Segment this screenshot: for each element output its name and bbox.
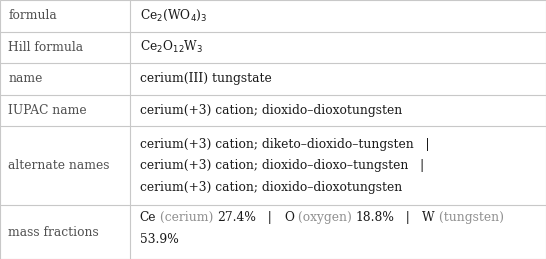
Text: (oxygen): (oxygen) bbox=[294, 211, 355, 224]
Text: (cerium): (cerium) bbox=[156, 211, 217, 224]
Text: Ce$_2$O$_{12}$W$_3$: Ce$_2$O$_{12}$W$_3$ bbox=[140, 39, 203, 55]
Text: Ce: Ce bbox=[140, 211, 156, 224]
Text: W: W bbox=[422, 211, 435, 224]
Text: 18.8%: 18.8% bbox=[355, 211, 394, 224]
Text: mass fractions: mass fractions bbox=[8, 226, 99, 239]
Text: |: | bbox=[257, 211, 284, 224]
Text: |: | bbox=[394, 211, 422, 224]
Text: name: name bbox=[8, 73, 43, 85]
Text: 27.4%: 27.4% bbox=[217, 211, 257, 224]
Text: cerium(+3) cation; dioxido–dioxotungsten: cerium(+3) cation; dioxido–dioxotungsten bbox=[140, 181, 402, 194]
Text: cerium(+3) cation; dioxido–dioxotungsten: cerium(+3) cation; dioxido–dioxotungsten bbox=[140, 104, 402, 117]
Text: Hill formula: Hill formula bbox=[8, 41, 84, 54]
Text: O: O bbox=[284, 211, 294, 224]
Text: IUPAC name: IUPAC name bbox=[8, 104, 87, 117]
Text: alternate names: alternate names bbox=[8, 159, 110, 172]
Text: cerium(+3) cation; dioxido–dioxo–tungsten   |: cerium(+3) cation; dioxido–dioxo–tungste… bbox=[140, 159, 424, 172]
Text: 53.9%: 53.9% bbox=[140, 233, 179, 246]
Text: cerium(+3) cation; diketo–dioxido–tungsten   |: cerium(+3) cation; diketo–dioxido–tungst… bbox=[140, 138, 429, 151]
Text: (tungsten): (tungsten) bbox=[435, 211, 503, 224]
Text: Ce$_2$(WO$_4$)$_3$: Ce$_2$(WO$_4$)$_3$ bbox=[140, 8, 207, 23]
Text: formula: formula bbox=[8, 9, 57, 22]
Text: cerium(III) tungstate: cerium(III) tungstate bbox=[140, 73, 271, 85]
